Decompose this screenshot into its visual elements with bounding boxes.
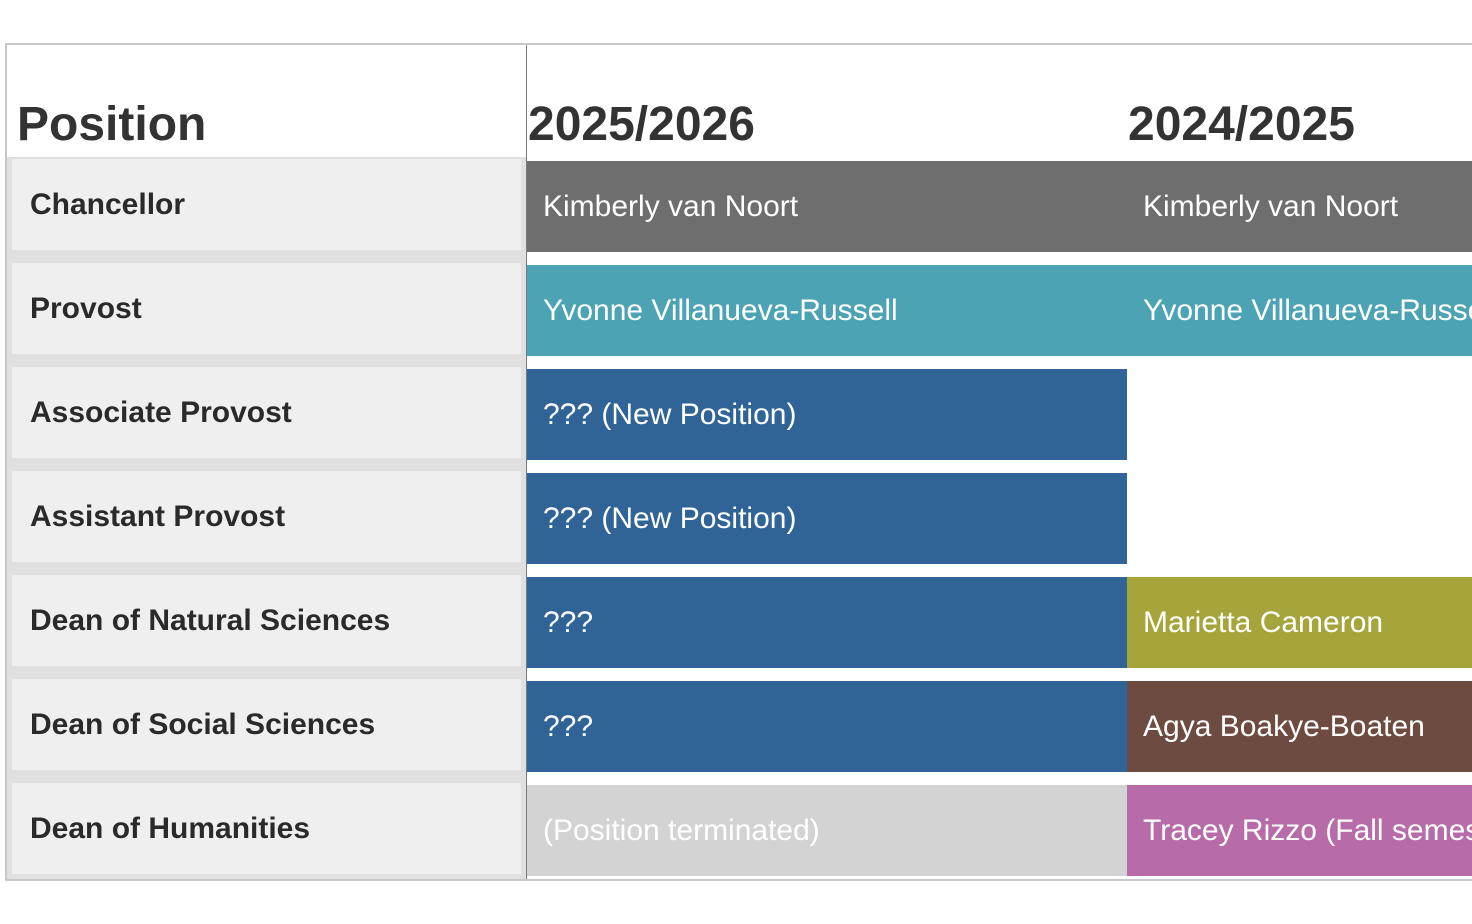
position-cell-dean-humanities: Dean of Humanities [12,783,521,874]
position-header: Position [17,98,207,151]
assignment-cell: Agya Boakye-Boaten [1127,681,1472,772]
assignment-cell: Tracey Rizzo (Fall semester) [1127,785,1472,876]
year-header-2024-2025: 2024/2025 [1128,98,1355,151]
position-cell-dean-natural-sciences: Dean of Natural Sciences [12,575,521,666]
position-cell-associate-provost: Associate Provost [12,367,521,458]
year-header-2025-2026: 2025/2026 [528,98,755,151]
position-cell-dean-social-sciences: Dean of Social Sciences [12,679,521,770]
assignment-cell: Kimberly van Noort [1127,161,1472,252]
position-cell-assistant-provost: Assistant Provost [12,471,521,562]
assignment-cell: Yvonne Villanueva-Russell [527,265,1127,356]
leadership-table: Position 2025/2026 2024/2025 Chancellor … [5,43,1472,881]
assignment-cell: ??? (New Position) [527,473,1127,564]
assignment-cell: Kimberly van Noort [527,161,1127,252]
assignment-cell [1127,369,1472,460]
assignment-cell [1127,473,1472,564]
assignment-cell: (Position terminated) [527,785,1127,876]
position-cell-chancellor: Chancellor [12,159,521,250]
assignment-cell: ??? (New Position) [527,369,1127,460]
assignment-cell: Yvonne Villanueva-Russell [1127,265,1472,356]
column-divider [526,45,527,879]
assignment-cell: ??? [527,577,1127,668]
assignment-cell: Marietta Cameron [1127,577,1472,668]
assignment-cell: ??? [527,681,1127,772]
position-cell-provost: Provost [12,263,521,354]
